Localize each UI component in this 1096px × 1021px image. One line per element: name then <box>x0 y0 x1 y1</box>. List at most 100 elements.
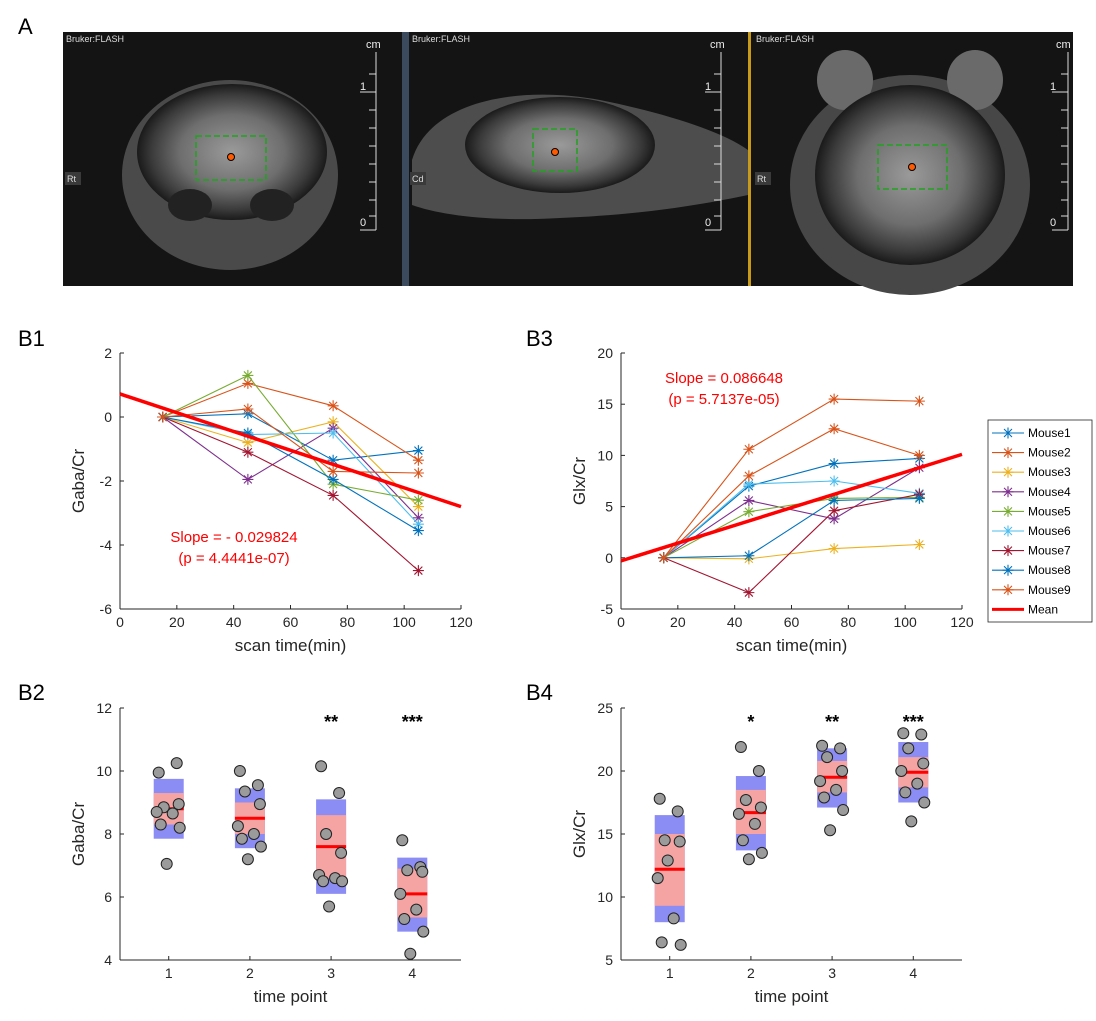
legend-marker <box>1002 486 1014 498</box>
x-tick-label: 4 <box>408 965 416 981</box>
series-line-mouse2 <box>663 398 920 559</box>
y-tick-label: 0 <box>104 409 112 425</box>
data-point <box>398 913 411 926</box>
data-point <box>902 742 915 755</box>
data-point-mouse9 <box>412 467 424 479</box>
data-point <box>396 834 409 847</box>
data-point <box>895 765 908 777</box>
data-point <box>416 865 429 878</box>
data-point <box>253 798 266 811</box>
mean-regression-line <box>119 392 462 509</box>
legend-entry: Mouse3 <box>1028 465 1071 479</box>
data-point <box>238 785 251 798</box>
y-tick-label: 10 <box>597 889 613 905</box>
legend-marker <box>1002 427 1014 439</box>
data-point <box>160 857 173 870</box>
data-point-mouse7 <box>743 587 755 599</box>
mri-header: Bruker:FLASH <box>412 34 470 44</box>
x-tick-label: 20 <box>670 614 686 630</box>
data-point-mouse9 <box>658 552 670 564</box>
voi-center <box>551 148 559 156</box>
y-tick-label: 8 <box>104 826 112 842</box>
significance-marker: ** <box>324 712 338 732</box>
x-tick-label: 100 <box>893 614 917 630</box>
scale-top: 1 <box>360 81 366 93</box>
b3-slope-text: Slope = 0.086648 <box>665 370 783 387</box>
y-axis-label: Gaba/Cr <box>69 802 88 867</box>
y-axis-label: Gaba/Cr <box>69 449 88 514</box>
data-point-mouse6 <box>828 475 840 487</box>
data-point <box>734 741 747 754</box>
data-point <box>836 765 849 777</box>
data-point <box>748 817 761 830</box>
data-point-mouse8 <box>743 550 755 562</box>
x-tick-label: 0 <box>116 614 124 630</box>
legend-entry: Mouse8 <box>1028 563 1071 577</box>
x-tick-label: 40 <box>727 614 743 630</box>
y-axis-label: Glx/Cr <box>570 810 589 859</box>
series-line-mouse8 <box>162 416 419 532</box>
data-point <box>752 765 765 777</box>
voi-box <box>195 135 267 181</box>
data-point <box>814 775 827 788</box>
brain-tissue <box>815 85 1005 265</box>
mri-divider <box>748 32 751 286</box>
legend-entry: Mouse5 <box>1028 504 1071 518</box>
x-tick-label: 2 <box>246 965 254 981</box>
data-point-mouse8 <box>412 525 424 537</box>
data-point-mouse8 <box>913 492 925 504</box>
orientation-label: Cd <box>412 174 424 184</box>
legend-entry: Mouse1 <box>1028 426 1071 440</box>
series-line-mouse1 <box>663 457 920 559</box>
data-point-mouse9 <box>828 423 840 435</box>
data-point-mouse3 <box>913 538 925 550</box>
b1-slope-text: Slope = - 0.029824 <box>170 529 297 546</box>
data-point <box>821 751 834 764</box>
data-point-mouse3 <box>327 416 339 428</box>
y-axis-label: Glx/Cr <box>570 457 589 506</box>
data-point <box>247 828 260 840</box>
data-point <box>231 820 244 833</box>
y-tick-label: 15 <box>597 396 613 412</box>
data-point-mouse8 <box>327 473 339 485</box>
data-point-mouse6 <box>412 518 424 530</box>
data-point <box>404 947 417 960</box>
b1-pvalue-text: (p = 4.4441e-07) <box>178 550 289 567</box>
series-line-mouse3 <box>663 543 920 560</box>
scale-top: 1 <box>705 81 711 93</box>
scale-unit: cm <box>1056 39 1071 51</box>
data-point <box>335 846 348 859</box>
legend-entry: Mouse4 <box>1028 485 1071 499</box>
data-point <box>251 779 264 792</box>
x-tick-label: 80 <box>841 614 857 630</box>
data-point <box>754 801 767 814</box>
x-tick-label: 120 <box>449 614 473 630</box>
data-point <box>233 765 246 777</box>
series-line-mouse8 <box>663 497 920 559</box>
data-point <box>837 804 850 817</box>
y-tick-label: 10 <box>597 447 613 463</box>
data-point <box>818 791 831 804</box>
data-point-mouse8 <box>828 494 840 506</box>
data-point <box>172 798 185 811</box>
scale-bar: cm 1 0 <box>1050 39 1071 231</box>
data-point <box>150 805 163 818</box>
panel-label-b2: B2 <box>18 680 45 705</box>
data-point-mouse1 <box>828 458 840 470</box>
data-point <box>755 846 768 859</box>
series-line-mouse9 <box>663 428 920 559</box>
scale-bar: cm 1 0 <box>705 39 725 231</box>
panel-label-b4: B4 <box>526 680 553 705</box>
y-tick-label: 2 <box>104 345 112 361</box>
brain-tissue <box>465 97 655 193</box>
data-point-mouse9 <box>743 470 755 482</box>
y-tick-label: -2 <box>100 473 113 489</box>
mri-view-axial: Bruker:FLASH Rt cm 1 0 <box>755 34 1071 295</box>
data-point <box>323 900 336 913</box>
legend-marker <box>1002 564 1014 576</box>
voi-box <box>532 128 578 172</box>
data-point <box>410 903 423 916</box>
data-point <box>915 728 928 741</box>
orientation-label: Rt <box>757 174 766 184</box>
